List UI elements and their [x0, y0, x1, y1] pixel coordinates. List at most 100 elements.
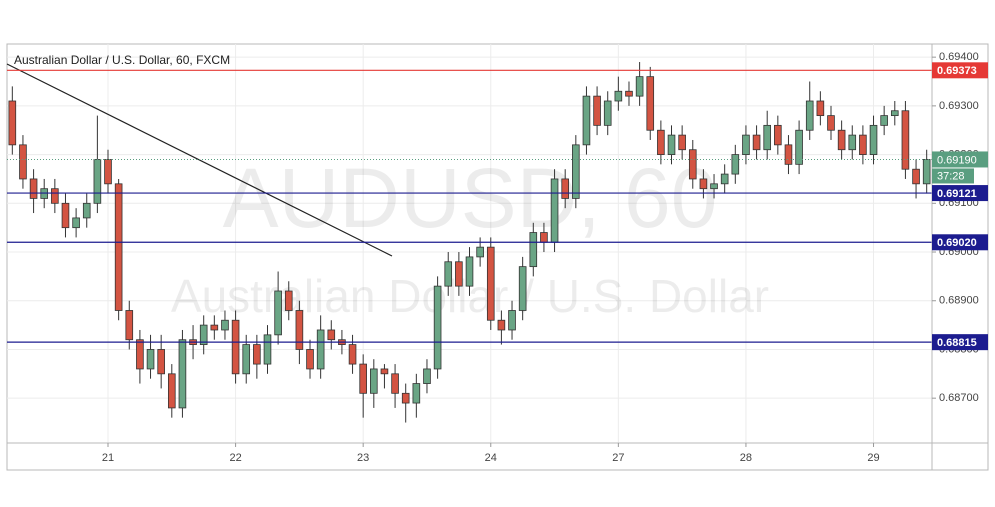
candle-body [699, 178, 708, 190]
candle-body [518, 266, 527, 311]
y-tick-label: 0.68700 [939, 392, 979, 404]
candle-body [742, 134, 750, 155]
x-tick-label: 24 [485, 452, 497, 464]
level-label: 0.69373 [937, 65, 977, 77]
candles [7, 62, 932, 423]
candle-body [614, 90, 623, 102]
x-tick-label: 22 [229, 452, 241, 464]
last-price-bg [932, 151, 988, 168]
candle-body [572, 144, 580, 199]
chart-frame [6, 43, 989, 471]
x-tick-label: 23 [357, 452, 369, 464]
candle-body [19, 144, 27, 180]
candle-body [869, 124, 878, 155]
candle-body [136, 339, 144, 370]
candle-body [593, 95, 601, 126]
candle-body [221, 319, 229, 331]
candle-body [29, 178, 38, 199]
candle-body [752, 134, 761, 151]
level-label-bg [932, 62, 988, 79]
candle-body [476, 246, 484, 258]
x-tick-label: 28 [740, 452, 752, 464]
candle-body [625, 90, 633, 97]
candle-body [550, 178, 559, 243]
countdown-bg [932, 168, 974, 184]
chart-title: Australian Dollar / U.S. Dollar, 60, FXC… [14, 53, 230, 67]
candle-body [412, 383, 421, 404]
candle-body [688, 149, 697, 180]
candle-body [8, 100, 17, 146]
level-label: 0.68815 [937, 337, 977, 349]
candle-body [231, 319, 240, 375]
candle-body [178, 339, 187, 409]
candle-body [146, 349, 155, 370]
candle-body [444, 261, 453, 287]
level-label-bg [932, 234, 988, 251]
candle-body [837, 129, 846, 151]
candle-body [880, 115, 888, 126]
level-label: 0.69020 [937, 237, 977, 249]
x-tick-label: 21 [102, 452, 114, 464]
candle-body [455, 261, 463, 287]
candle-body [561, 178, 569, 199]
candle-body [253, 344, 261, 365]
candle-body [157, 349, 165, 375]
candle-body [784, 144, 793, 165]
candle-body [465, 256, 474, 287]
candle-body [93, 159, 102, 204]
candle-body [774, 124, 782, 146]
candle-body [401, 392, 410, 404]
candle-body [125, 310, 134, 341]
candle-body [922, 159, 931, 185]
level-label: 0.69121 [937, 188, 977, 200]
x-tick-label: 29 [867, 452, 879, 464]
candle-body [720, 173, 729, 185]
candle-body [210, 324, 219, 331]
watermark-symbol: AUDUSD, 60 [223, 151, 718, 245]
candle-body [348, 344, 357, 365]
candle-body [306, 349, 314, 370]
candle-body [582, 95, 591, 146]
candle-body [901, 110, 910, 170]
candle-body [486, 246, 495, 321]
candle-body [359, 363, 367, 394]
candle-body [646, 76, 655, 131]
candle-body [912, 168, 920, 185]
candle-body [529, 232, 538, 268]
level-label-bg [932, 334, 988, 351]
candle-body [508, 310, 516, 331]
candle-body [540, 232, 548, 243]
candle-body [51, 188, 59, 204]
y-tick-label: 0.68900 [939, 295, 979, 307]
x-tick-label: 27 [612, 452, 624, 464]
candle-body [667, 134, 676, 155]
candle-body [391, 373, 399, 394]
candle-body [890, 110, 899, 117]
candle-body [114, 183, 123, 311]
candle-body [82, 202, 91, 219]
candle-body [827, 115, 835, 131]
candle-body [635, 76, 644, 97]
candle-body [848, 134, 857, 151]
last-price-label: 0.69190 [937, 154, 977, 166]
candle-body [423, 368, 431, 384]
candle-body [167, 373, 176, 409]
candle-body [859, 134, 867, 155]
trend-line [6, 63, 393, 257]
axes: 0.694000.693000.692000.691000.690000.689… [102, 51, 988, 464]
countdown: 37:28 [937, 170, 965, 182]
candle-body [61, 202, 70, 229]
candle-body [710, 183, 718, 190]
candle-body [104, 159, 112, 185]
candle-body [263, 334, 272, 365]
candle-body [795, 129, 803, 165]
candle-body [678, 134, 686, 151]
candle-body [295, 310, 304, 350]
candle-body [497, 319, 506, 331]
candle-body [657, 129, 665, 155]
candle-body [805, 100, 814, 131]
candle-body [380, 368, 389, 375]
candle-body [370, 368, 378, 394]
candle-body [763, 124, 772, 151]
